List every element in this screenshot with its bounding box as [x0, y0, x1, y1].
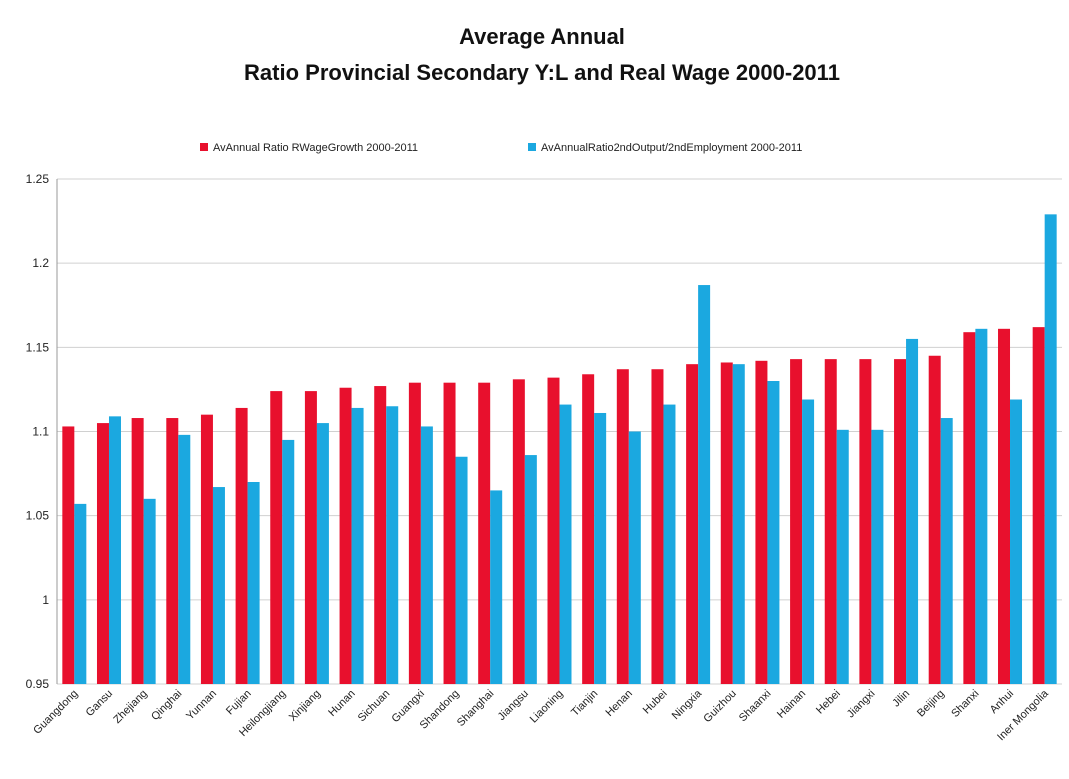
- legend-label: AvAnnual Ratio RWageGrowth 2000-2011: [213, 142, 418, 154]
- bar: [1032, 327, 1045, 684]
- bar: [998, 328, 1011, 684]
- bar: [616, 369, 629, 684]
- bar: [906, 338, 919, 684]
- bar: [351, 407, 364, 684]
- x-tick-label: Hainan: [775, 688, 808, 721]
- bar: [408, 382, 421, 684]
- bar: [374, 386, 387, 684]
- y-tick-label: 0.95: [26, 677, 50, 691]
- bar: [859, 359, 872, 684]
- bar: [304, 391, 317, 684]
- x-tick-label: Henan: [604, 688, 635, 719]
- y-tick-label: 1.25: [26, 172, 50, 186]
- bar: [512, 379, 525, 684]
- bar: [339, 387, 352, 684]
- bar: [108, 416, 121, 684]
- bar: [928, 355, 941, 684]
- bar: [420, 426, 433, 684]
- chart-title: Average Annual: [459, 24, 625, 49]
- x-tick-label: Hubei: [641, 688, 670, 717]
- x-tick-label: Guangdong: [31, 688, 80, 737]
- bar: [96, 423, 109, 684]
- x-tick-label: Gansu: [84, 688, 115, 719]
- legend-swatch: [528, 143, 536, 151]
- bar: [628, 431, 641, 684]
- bar: [524, 455, 537, 684]
- bar: [940, 418, 953, 684]
- legend-swatch: [200, 143, 208, 151]
- bar: [455, 456, 468, 684]
- legend-label: AvAnnualRatio2ndOutput/2ndEmployment 200…: [541, 142, 802, 154]
- y-tick-label: 1.1: [32, 425, 49, 439]
- bar: [478, 382, 491, 684]
- bar: [166, 418, 179, 684]
- bar: [131, 418, 144, 684]
- bar: [790, 359, 803, 684]
- bar: [212, 487, 225, 684]
- x-tick-label: Shanxi: [949, 688, 981, 720]
- bar: [871, 429, 884, 684]
- x-tick-label: Jiangxi: [845, 688, 878, 721]
- x-tick-label: Shaanxi: [737, 688, 774, 725]
- bar: [651, 369, 664, 684]
- x-tick-label: Beijing: [915, 688, 947, 720]
- bar: [802, 399, 815, 684]
- x-tick-label: Qinghai: [149, 688, 184, 723]
- bar: [559, 404, 572, 684]
- bar: [894, 359, 907, 684]
- bar: [732, 364, 745, 684]
- x-tick-label: Anhui: [988, 688, 1016, 716]
- x-tick-label: Guizhou: [701, 688, 738, 725]
- x-tick-label: Ningxia: [670, 687, 705, 722]
- x-tick-label: Jilin: [890, 688, 912, 710]
- bar: [975, 328, 988, 684]
- x-tick-label: Liaoning: [528, 688, 566, 726]
- x-tick-label: Shanghai: [455, 688, 496, 729]
- y-tick-label: 1.15: [26, 340, 50, 354]
- bar: [490, 490, 503, 684]
- bar: [963, 332, 976, 684]
- bar: [720, 362, 733, 684]
- bar: [1044, 214, 1057, 684]
- bar: [1010, 399, 1023, 684]
- bar: [270, 391, 283, 684]
- bar: [582, 374, 595, 684]
- bar: [200, 414, 213, 684]
- y-tick-label: 1: [42, 593, 49, 607]
- bar: [74, 503, 87, 684]
- bar: [282, 439, 295, 684]
- x-tick-label: Sichuan: [356, 688, 393, 725]
- x-tick-label: Xinjiang: [287, 688, 323, 724]
- y-tick-label: 1.2: [32, 256, 49, 270]
- bar: [686, 364, 699, 684]
- bar: [62, 426, 75, 684]
- bar: [767, 381, 780, 684]
- bar: [547, 377, 560, 684]
- bar: [247, 482, 260, 684]
- bar: [235, 407, 248, 684]
- bar: [178, 434, 191, 684]
- x-tick-label: Zhejiang: [111, 688, 149, 726]
- bar: [386, 406, 399, 684]
- bar: [824, 359, 837, 684]
- chart-title: Ratio Provincial Secondary Y:L and Real …: [244, 60, 840, 85]
- bar: [443, 382, 456, 684]
- bar: [836, 429, 849, 684]
- x-tick-label: Jiangsu: [496, 688, 531, 723]
- x-tick-label: Yunnan: [184, 688, 219, 723]
- bar: [663, 404, 676, 684]
- bar: [755, 360, 768, 684]
- x-tick-label: Tianjin: [569, 688, 600, 719]
- bar: [143, 498, 156, 684]
- x-tick-label: Hunan: [326, 688, 357, 719]
- bar: [594, 412, 607, 684]
- y-tick-label: 1.05: [26, 509, 50, 523]
- x-tick-label: Hebei: [814, 688, 843, 717]
- bar: [316, 423, 329, 684]
- x-tick-label: Fujian: [224, 688, 254, 718]
- bar: [698, 285, 711, 684]
